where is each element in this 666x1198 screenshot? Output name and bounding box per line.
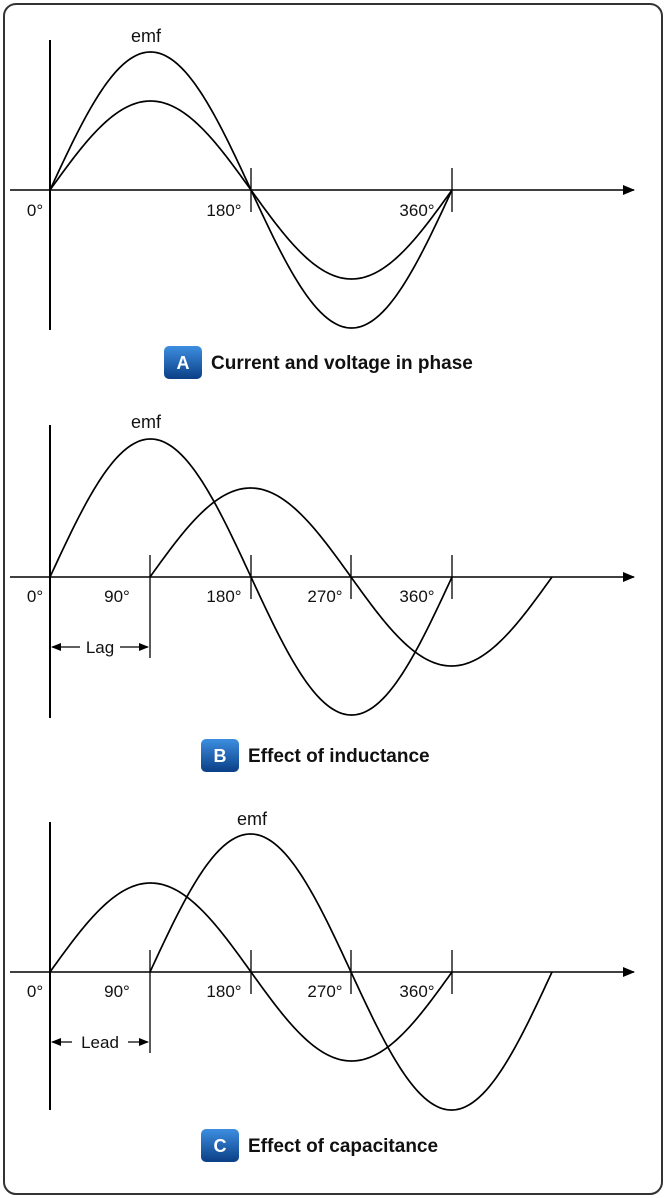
panel-a-badge bbox=[164, 346, 202, 379]
frame-border bbox=[3, 3, 663, 1195]
panel-a-badge-letter: A bbox=[177, 353, 190, 373]
panel-b-badge bbox=[201, 739, 239, 772]
panel-c-badge-letter: C bbox=[214, 1136, 227, 1156]
panel-b-emf-label: emf bbox=[131, 412, 162, 432]
panel-b-badge-letter: B bbox=[214, 746, 227, 766]
panel-c-emf-wave bbox=[149, 833, 553, 1111]
panel-b-tick-label-270: 270° bbox=[307, 587, 342, 606]
panel-b-tick-label-90: 90° bbox=[104, 587, 130, 606]
panel-a-emf-label: emf bbox=[131, 26, 162, 46]
panel-a-current-wave bbox=[49, 100, 453, 280]
panel-b-tick-label-180: 180° bbox=[206, 587, 241, 606]
panel-b-lag-label: Lag bbox=[86, 638, 114, 657]
panel-b: emf 0° 90° 180° 270° 360° Lag B Effect o… bbox=[10, 412, 635, 772]
panel-c-tick-label-270: 270° bbox=[307, 982, 342, 1001]
panel-c-caption-text: Effect of capacitance bbox=[248, 1136, 438, 1157]
panel-a-caption-text: Current and voltage in phase bbox=[211, 353, 473, 374]
panel-b-caption: B Effect of inductance bbox=[201, 739, 430, 772]
panel-b-emf-wave bbox=[49, 438, 453, 716]
panel-a-tick-label-0: 0° bbox=[27, 201, 43, 220]
panel-c-current-wave bbox=[49, 882, 453, 1062]
panel-a-caption: A Current and voltage in phase bbox=[164, 346, 473, 379]
panel-c-caption: C Effect of capacitance bbox=[201, 1129, 438, 1162]
panel-c-tick-label-0: 0° bbox=[27, 982, 43, 1001]
panel-c-lead-label: Lead bbox=[81, 1033, 119, 1052]
panel-c: emf 0° 90° 180° 270° 360° Lead C Effect … bbox=[10, 809, 635, 1162]
panel-a-tick-label-180: 180° bbox=[206, 201, 241, 220]
panel-c-emf-label: emf bbox=[237, 809, 268, 829]
panel-c-badge bbox=[201, 1129, 239, 1162]
panel-b-current-wave bbox=[149, 487, 553, 667]
panel-b-tick-label-360: 360° bbox=[399, 587, 434, 606]
panel-b-tick-label-0: 0° bbox=[27, 587, 43, 606]
panel-b-caption-text: Effect of inductance bbox=[248, 746, 430, 767]
panel-c-tick-label-360: 360° bbox=[399, 982, 434, 1001]
panel-a: emf 0° 180° 360° A Current and voltage i… bbox=[10, 26, 635, 379]
panel-c-tick-label-90: 90° bbox=[104, 982, 130, 1001]
panel-c-tick-label-180: 180° bbox=[206, 982, 241, 1001]
panel-a-tick-label-360: 360° bbox=[399, 201, 434, 220]
